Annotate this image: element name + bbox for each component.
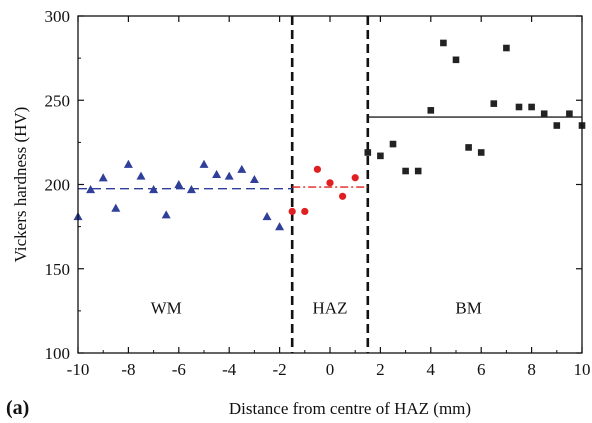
data-point-bm (540, 110, 548, 118)
data-point-haz (288, 207, 296, 216)
data-point-bm (528, 103, 535, 111)
data-point-bm (553, 122, 561, 129)
x-tick-label: 0 (326, 360, 335, 379)
data-point-wm (237, 164, 247, 173)
data-point-wm (249, 174, 259, 184)
region-label: WM (151, 298, 182, 317)
data-point-bm (477, 149, 485, 156)
data-point-wm (199, 159, 209, 168)
x-tick-label: 2 (376, 360, 385, 379)
panel-label: (a) (6, 397, 29, 419)
data-point-bm (503, 44, 510, 52)
data-point-wm (161, 210, 171, 219)
x-tick-label: 6 (477, 360, 486, 379)
data-point-bm (377, 152, 384, 160)
data-point-bm (440, 39, 447, 47)
y-tick-label: 150 (45, 260, 71, 279)
x-tick-label: -10 (67, 360, 90, 379)
data-point-wm (136, 171, 146, 180)
y-axis-label: Vickers hardness (HV) (11, 107, 30, 263)
data-point-haz (301, 207, 309, 216)
x-tick-label: 10 (574, 360, 591, 379)
data-point-bm (515, 103, 523, 111)
data-point-bm (427, 107, 435, 114)
data-point-haz (326, 179, 334, 187)
data-point-wm (174, 180, 184, 189)
data-point-wm (98, 173, 108, 182)
x-axis-label: Distance from centre of HAZ (mm) (229, 399, 471, 418)
data-point-haz (313, 165, 321, 173)
data-point-wm (212, 169, 222, 178)
y-tick-label: 300 (45, 7, 71, 26)
y-tick-label: 250 (45, 91, 71, 110)
x-tick-label: -8 (121, 360, 135, 379)
region-label: BM (455, 298, 481, 317)
data-point-bm (414, 167, 422, 175)
data-point-bm (465, 144, 472, 151)
x-tick-label: 8 (527, 360, 536, 379)
data-point-bm (402, 167, 409, 175)
data-point-haz (351, 174, 359, 182)
data-point-wm (262, 212, 272, 221)
data-point-bm (364, 149, 372, 156)
data-point-wm (186, 185, 196, 194)
data-point-bm (389, 140, 397, 148)
data-point-wm (86, 185, 96, 194)
data-point-wm (123, 159, 133, 168)
data-point-wm (111, 203, 121, 212)
x-tick-label: 4 (427, 360, 436, 379)
x-tick-label: -6 (172, 360, 186, 379)
data-point-wm (149, 185, 159, 194)
data-point-bm (452, 56, 460, 64)
y-tick-label: 200 (45, 176, 71, 195)
axes: -10 -8 -6 -4 -2 0 2 4 6 8 10 100 150 200 250 300 (45, 7, 591, 379)
data-point-haz (339, 192, 347, 200)
data-point-bm (566, 110, 573, 118)
data-point-wm (224, 171, 234, 180)
x-tick-label: -4 (222, 360, 237, 379)
data-point-wm (275, 222, 285, 231)
data-point-bm (490, 100, 498, 107)
region-label: HAZ (313, 298, 348, 317)
plot-content: WM HAZ BM (73, 16, 586, 353)
y-tick-label: 100 (45, 344, 71, 363)
x-tick-label: -2 (273, 360, 287, 379)
